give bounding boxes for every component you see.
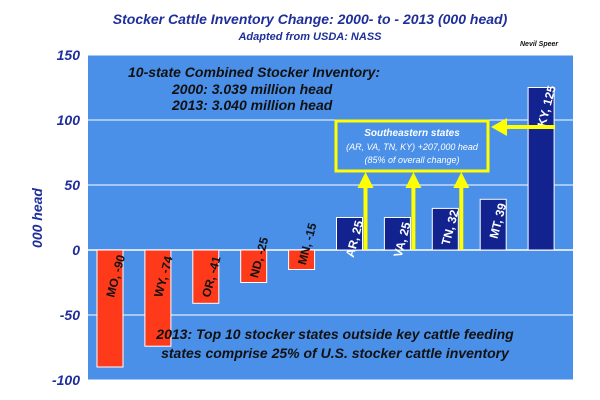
summary-line-3: 2013: 3.040 million head xyxy=(171,97,333,113)
callout-line-3: (85% of overall change) xyxy=(364,155,459,165)
summary-panel: 10-state Combined Stocker Inventory: 200… xyxy=(128,64,380,113)
y-tick-label: 0 xyxy=(72,242,80,258)
author-credit: Nevil Speer xyxy=(520,41,559,48)
bar-ky xyxy=(527,87,555,251)
callout-arrowhead xyxy=(357,172,374,188)
y-tick-label: -100 xyxy=(52,372,80,388)
y-tick-label: -50 xyxy=(60,307,80,323)
y-axis-label: 000 head xyxy=(29,188,45,248)
bar-nd xyxy=(240,249,268,283)
summary-line-2: 2000: 3.039 million head xyxy=(171,81,333,97)
callout-arrowhead xyxy=(491,118,507,136)
bar-ar xyxy=(336,217,363,251)
bar-va xyxy=(383,217,411,251)
callout-arrowhead xyxy=(453,172,470,188)
chart-title: Stocker Cattle Inventory Change: 2000- t… xyxy=(113,11,508,27)
bar-tn xyxy=(431,207,459,251)
bar-or xyxy=(192,249,220,304)
bar-mt xyxy=(479,198,507,251)
summary-line-1: 10-state Combined Stocker Inventory: xyxy=(128,64,380,80)
callout-line-1: Southeastern states xyxy=(364,128,460,139)
y-axis-ticks: -100 -50 0 50 100 150 xyxy=(52,47,80,388)
footnote-line-1: 2013: Top 10 stocker states outside key … xyxy=(155,326,514,342)
y-tick-label: 150 xyxy=(57,47,81,63)
y-tick-label: 100 xyxy=(57,112,81,128)
callout-line-2: (AR, VA, TN, KY) +207,000 head xyxy=(346,142,479,152)
bar-mn xyxy=(288,249,316,270)
callout-arrowhead xyxy=(405,172,422,188)
chart-subtitle: Adapted from USDA: NASS xyxy=(237,31,382,43)
callout-box xyxy=(334,119,490,173)
footnote-line-2: states comprise 25% of U.S. stocker catt… xyxy=(161,345,510,361)
southeast-callout: Southeastern states (AR, VA, TN, KY) +20… xyxy=(334,119,490,173)
y-tick-label: 50 xyxy=(64,177,80,193)
bar-mo xyxy=(96,249,124,368)
callout-arrows xyxy=(357,118,556,250)
bar-wy xyxy=(144,249,172,347)
